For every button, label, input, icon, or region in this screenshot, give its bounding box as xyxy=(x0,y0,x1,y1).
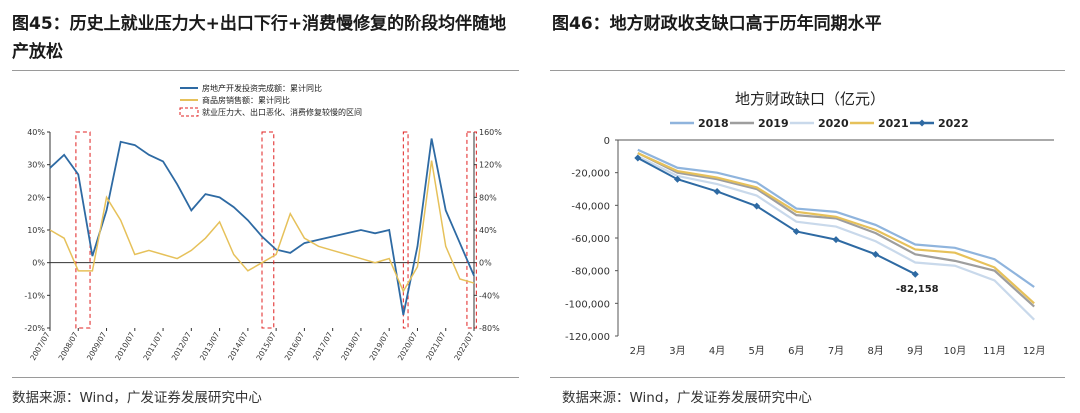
figure-45-panel: 图45：历史上就业压力大+出口下行+消费慢修复的阶段均伴随地产放松 40% 30%… xyxy=(12,14,519,406)
data-point-2022 xyxy=(753,202,761,210)
x-tick-label: 6月 xyxy=(788,345,804,357)
x-tick-label: 2011/07 xyxy=(141,330,164,362)
right-y-tick-label: 0% xyxy=(479,259,492,268)
x-tick-label: 2013/07 xyxy=(198,330,221,362)
x-tick-label: 2007/07 xyxy=(28,330,51,362)
x-tick-label: 2016/07 xyxy=(283,330,306,362)
figure-45-source-divider xyxy=(12,377,519,378)
x-tick-label: 2020/07 xyxy=(396,330,419,362)
y-tick-label: -100,000 xyxy=(565,299,610,310)
legend-label-2021: 2021 xyxy=(878,117,909,130)
legend-marker-2022 xyxy=(918,119,926,127)
data-point-2022 xyxy=(832,236,840,244)
highlight-period-box xyxy=(75,131,91,329)
y-tick-label: -80,000 xyxy=(571,267,610,278)
legend-label-highlight: 就业压力大、出口恶化、消费修复较慢的区间 xyxy=(202,107,362,117)
data-point-2022 xyxy=(673,175,681,183)
x-tick-label: 7月 xyxy=(828,345,844,357)
data-point-2022 xyxy=(713,187,721,195)
x-tick-label: 12月 xyxy=(1023,345,1046,357)
left-y-tick-label: 20% xyxy=(27,193,45,202)
x-tick-label: 2009/07 xyxy=(85,330,108,362)
right-y-tick-label: -40% xyxy=(479,291,500,300)
x-tick-label: 9月 xyxy=(907,345,923,357)
left-y-tick-label: -20% xyxy=(24,324,45,333)
figure-45-source: 数据来源：Wind，广发证券发展研究中心 xyxy=(12,390,262,406)
x-tick-label: 2008/07 xyxy=(57,330,80,362)
left-y-tick-label: 40% xyxy=(27,128,45,137)
figure-46-source: 数据来源：Wind，广发证券发展研究中心 xyxy=(562,390,812,406)
highlight-period-box xyxy=(402,131,409,329)
legend-label-2019: 2019 xyxy=(758,117,789,130)
x-tick-label: 2022/07 xyxy=(452,330,475,362)
series-line-2020 xyxy=(637,155,1035,321)
x-tick-label: 2012/07 xyxy=(170,330,193,362)
figure-46-chart: 地方财政缺口（亿元） 0 -20,000 -40,000 -60,000 -80,000 -… xyxy=(565,90,1054,357)
x-tick-label: 2014/07 xyxy=(226,330,249,362)
x-tick-label: 8月 xyxy=(867,345,883,357)
series-line-2 xyxy=(49,160,475,293)
series-line-1 xyxy=(49,138,475,316)
legend-label-1: 房地产开发投资完成额：累计同比 xyxy=(202,83,322,93)
right-y-tick-label: 160% xyxy=(479,128,502,137)
left-y-tick-label: 0% xyxy=(32,259,45,268)
x-tick-label: 10月 xyxy=(944,345,967,357)
chart-title: 地方财政缺口（亿元） xyxy=(735,90,885,108)
figure-46-source-divider xyxy=(550,377,1065,378)
left-y-tick-label: 10% xyxy=(27,226,45,235)
series-line-2019 xyxy=(637,152,1035,308)
x-tick-label: 2010/07 xyxy=(113,330,136,362)
series-line-2022 xyxy=(637,157,916,276)
legend-label-2: 商品房销售额：累计同比 xyxy=(202,95,290,105)
figure-46-title-divider xyxy=(550,70,1065,71)
data-label-2022-last: -82,158 xyxy=(896,284,939,295)
left-y-tick-label: -10% xyxy=(24,291,45,300)
y-tick-label: -120,000 xyxy=(565,332,610,343)
left-y-tick-label: 30% xyxy=(27,161,45,170)
x-tick-label: 4月 xyxy=(709,345,725,357)
x-tick-label: 2021/07 xyxy=(424,330,447,362)
figure-45-chart: 40% 30% 20% 10% 0% -10% -20% 160% 120% 80% 40% 0% -4… xyxy=(24,83,502,362)
right-y-tick-label: 40% xyxy=(479,226,497,235)
legend-swatch-highlight xyxy=(179,107,199,117)
series-line-2018 xyxy=(637,148,1035,288)
x-tick-label: 3月 xyxy=(669,345,685,357)
figure-45-title-divider xyxy=(12,70,519,71)
data-point-2022 xyxy=(792,227,800,235)
x-tick-label: 2019/07 xyxy=(368,330,391,362)
legend-label-2018: 2018 xyxy=(698,117,729,130)
y-tick-label: -40,000 xyxy=(571,201,610,212)
figure-46-title: 图46：地方财政收支缺口高于历年同期水平 xyxy=(552,14,882,34)
figure-45-title: 图45：历史上就业压力大+出口下行+消费慢修复的阶段均伴随地产放松 xyxy=(12,14,507,62)
x-tick-label: 2015/07 xyxy=(254,330,277,362)
figure-46-panel: 图46：地方财政收支缺口高于历年同期水平 地方财政缺口（亿元） 0 -20,000 -… xyxy=(540,0,1080,413)
x-tick-label: 2017/07 xyxy=(311,330,334,362)
data-point-2022 xyxy=(872,250,880,258)
y-tick-label: 0 xyxy=(604,136,610,147)
legend-label-2022: 2022 xyxy=(938,117,969,130)
right-y-tick-label: -80% xyxy=(479,324,500,333)
y-tick-label: -60,000 xyxy=(571,234,610,245)
right-y-tick-label: 80% xyxy=(479,193,497,202)
highlight-period-box xyxy=(466,131,477,329)
x-tick-label: 11月 xyxy=(983,345,1006,357)
x-tick-label: 5月 xyxy=(749,345,765,357)
data-point-2022 xyxy=(911,270,919,278)
right-y-tick-label: 120% xyxy=(479,161,502,170)
series-line-2021 xyxy=(637,152,1035,305)
x-tick-label: 2月 xyxy=(630,345,646,357)
y-tick-label: -20,000 xyxy=(571,169,610,180)
x-tick-label: 2018/07 xyxy=(339,330,362,362)
highlight-period-box xyxy=(261,131,275,329)
legend-label-2020: 2020 xyxy=(818,117,849,130)
data-point-2022 xyxy=(634,154,642,162)
